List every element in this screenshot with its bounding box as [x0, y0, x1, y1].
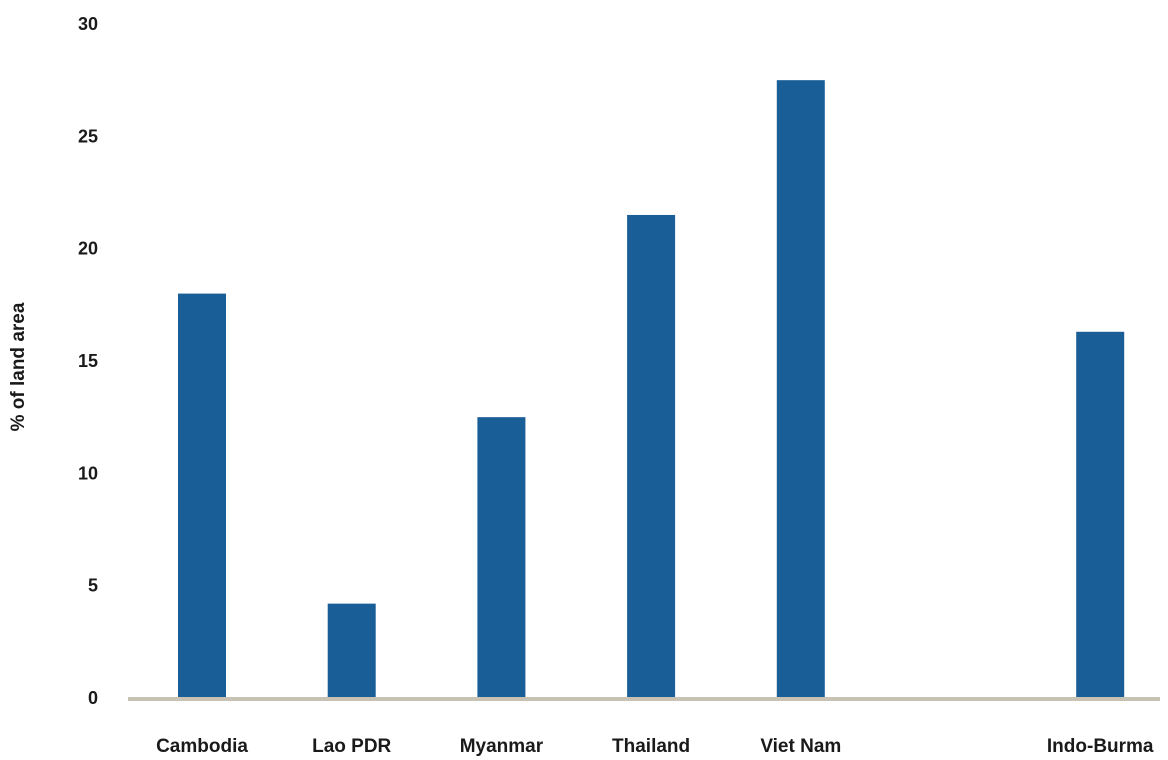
- y-tick-label: 5: [88, 576, 98, 596]
- bars: [178, 80, 1125, 698]
- bar: [776, 80, 825, 698]
- bar: [1076, 331, 1125, 698]
- x-axis-categories: Cambodia Lao PDR Myanmar Thailand Viet Nam In…: [156, 736, 1154, 757]
- y-tick-label: 15: [78, 351, 98, 371]
- y-axis-title: % of land area: [8, 302, 29, 431]
- x-category-label: Myanmar: [460, 736, 544, 757]
- y-tick-label: 20: [78, 239, 98, 259]
- bar: [178, 293, 226, 698]
- x-category-label: Viet Nam: [760, 736, 841, 757]
- y-tick-label: 0: [88, 688, 98, 708]
- bar: [477, 417, 526, 698]
- bar: [327, 603, 376, 698]
- x-category-label: Indo-Burma: [1047, 736, 1154, 757]
- bar: [627, 214, 676, 698]
- y-tick-label: 25: [78, 126, 98, 146]
- y-axis-title-group: % of land area: [8, 302, 29, 431]
- y-tick-label: 30: [78, 14, 98, 34]
- x-category-label: Lao PDR: [312, 736, 391, 757]
- x-category-label: Cambodia: [156, 736, 248, 757]
- y-tick-label: 10: [78, 463, 98, 483]
- x-category-label: Thailand: [612, 736, 690, 757]
- y-axis-ticks: 0 5 10 15 20 25 30: [78, 14, 98, 708]
